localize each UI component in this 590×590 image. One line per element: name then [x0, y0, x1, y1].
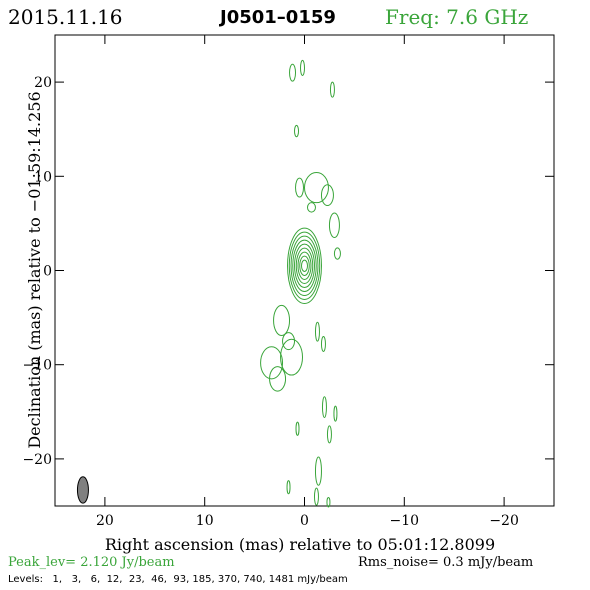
frequency-label: Freq: 7.6 GHz [385, 5, 528, 29]
jet-contour [321, 396, 327, 418]
source-name: J0501–0159 [218, 7, 336, 28]
x-tick-label: −20 [489, 513, 519, 529]
x-tick-label: 10 [196, 513, 214, 529]
core-contour-ring [295, 247, 314, 284]
x-axis-label: Right ascension (mas) relative to 05:01:… [105, 535, 495, 554]
jet-contour [320, 184, 334, 207]
jet-contour [320, 335, 326, 353]
core-contour-ring [294, 243, 315, 288]
y-tick-label: −20 [22, 452, 52, 468]
contour-lines [260, 59, 341, 508]
jet-contour [304, 172, 329, 204]
plot-frame [54, 34, 555, 507]
jet-contour [282, 332, 296, 351]
jet-contour [333, 247, 341, 260]
jet-contour [333, 405, 338, 422]
jet-contour [314, 456, 322, 486]
jet-contour [294, 124, 300, 138]
core-contour-ring [290, 235, 319, 296]
beam-ellipse [76, 476, 89, 504]
jet-contour [295, 177, 305, 198]
core-contour-ring [301, 259, 308, 272]
beam-ellipse-group [76, 476, 89, 504]
contour-levels: Levels: 1, 3, 6, 12, 23, 46, 93, 185, 37… [8, 574, 348, 585]
core-contour-ring [287, 227, 322, 304]
jet-contour [314, 321, 320, 342]
core-contour-ring [292, 239, 317, 292]
rms-noise: Rms_noise= 0.3 mJy/beam [358, 555, 533, 570]
x-tick-label: −10 [390, 513, 420, 529]
jet-contour [260, 346, 284, 380]
jet-contour [306, 202, 316, 213]
jet-contour [313, 487, 319, 506]
jet-contour [269, 366, 287, 392]
y-tick-label: 20 [34, 75, 52, 91]
x-tick-label: 0 [300, 513, 309, 529]
core-contour-ring [288, 231, 321, 300]
y-axis-label: Declination (mas) relative to −01:59:14.… [25, 91, 44, 448]
jet-contour [289, 63, 297, 82]
y-tick-label: 10 [34, 169, 52, 185]
y-tick-label: −10 [22, 358, 52, 374]
jet-contour [328, 212, 340, 239]
observation-date: 2015.11.16 [8, 5, 123, 29]
jet-contour [326, 425, 332, 444]
axis-tick-labels: 20 10 0 −10 −20 20 10 0 −10 −20 [22, 75, 518, 529]
peak-level: Peak_lev= 2.120 Jy/beam [8, 555, 175, 570]
jet-contour [286, 480, 291, 495]
axis-ticks [55, 35, 554, 506]
jet-contour [280, 338, 304, 376]
y-tick-label: 0 [43, 264, 52, 280]
jet-contour [273, 304, 291, 336]
jet-contour [326, 497, 331, 508]
jet-contour [300, 59, 305, 77]
x-tick-label: 20 [96, 513, 114, 529]
jet-contour [295, 421, 300, 436]
core-contour-ring [299, 255, 310, 276]
jet-contour [329, 81, 335, 98]
core-contour-ring [297, 251, 312, 280]
